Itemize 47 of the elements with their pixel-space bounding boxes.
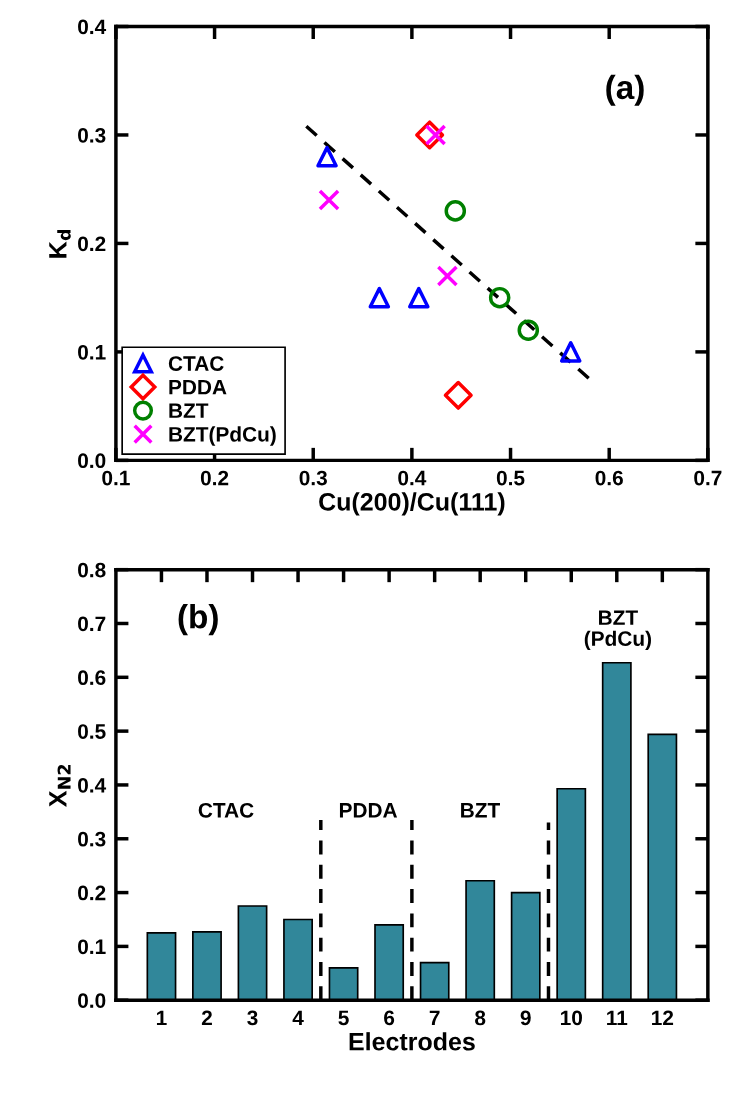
x-tick-label: 0.1: [102, 470, 130, 486]
x-tick-label: 2: [201, 1010, 212, 1026]
y-tick-label: 0.2: [78, 236, 106, 252]
x-tick-label: 5: [338, 1010, 349, 1026]
annotation: BZT: [461, 803, 500, 818]
y-tick-label: 0.4: [78, 777, 107, 793]
x-tick-label: 4: [292, 1010, 304, 1026]
y-tick-label: 0.2: [78, 885, 106, 901]
x-tick-label: 0.5: [496, 470, 525, 486]
y-tick-label: 0.6: [78, 670, 106, 686]
x-tick-label: 12: [652, 1010, 674, 1026]
annotation: CTAC: [198, 802, 254, 818]
y-axis-title: K$_{d}$: [49, 229, 71, 258]
annotation: (a): [606, 74, 644, 106]
x-tick-label: 9: [520, 1010, 531, 1026]
legend-label: BZT: [169, 403, 209, 418]
y-tick-label: 0.1: [78, 344, 106, 360]
y-tick-label: 0.1: [78, 939, 106, 955]
x-tick-label: 0.4: [398, 470, 427, 486]
x-tick-label: 6: [384, 1010, 395, 1026]
x-axis-title: Cu(200)/Cu(111): [319, 492, 505, 516]
y-tick-label: 0.5: [78, 724, 106, 739]
x-tick-label: 10: [560, 1010, 582, 1026]
x-tick-label: 11: [607, 1010, 628, 1026]
y-tick-label: 0.3: [78, 831, 106, 847]
legend-label: PDDA: [169, 379, 227, 395]
x-axis-title: Electrodes: [349, 1032, 475, 1051]
annotation: BZT (PdCu): [584, 610, 651, 651]
legend-label: BZT(PdCu): [169, 426, 276, 446]
x-tick-label: 0.3: [299, 470, 327, 486]
x-tick-label: 8: [475, 1010, 486, 1026]
y-tick-label: 0.0: [78, 453, 106, 469]
x-tick-label: 1: [156, 1010, 167, 1026]
annotation: (b): [178, 604, 218, 636]
y-tick-label: 0.7: [78, 616, 106, 632]
y-axis-title: X$_{N2}$: [49, 764, 71, 807]
y-tick-label: 0.4: [78, 19, 107, 35]
legend-label: CTAC: [168, 356, 224, 371]
y-tick-label: 0.3: [78, 127, 106, 143]
x-tick-label: 7: [429, 1010, 440, 1026]
x-tick-label: 0.6: [595, 470, 623, 486]
annotation: PDDA: [339, 803, 398, 818]
x-tick-label: 3: [247, 1010, 258, 1026]
x-tick-label: 0.2: [200, 470, 229, 486]
y-tick-label: 0.0: [78, 993, 106, 1008]
y-tick-label: 0.8: [78, 562, 106, 578]
x-tick-label: 0.7: [694, 470, 722, 486]
